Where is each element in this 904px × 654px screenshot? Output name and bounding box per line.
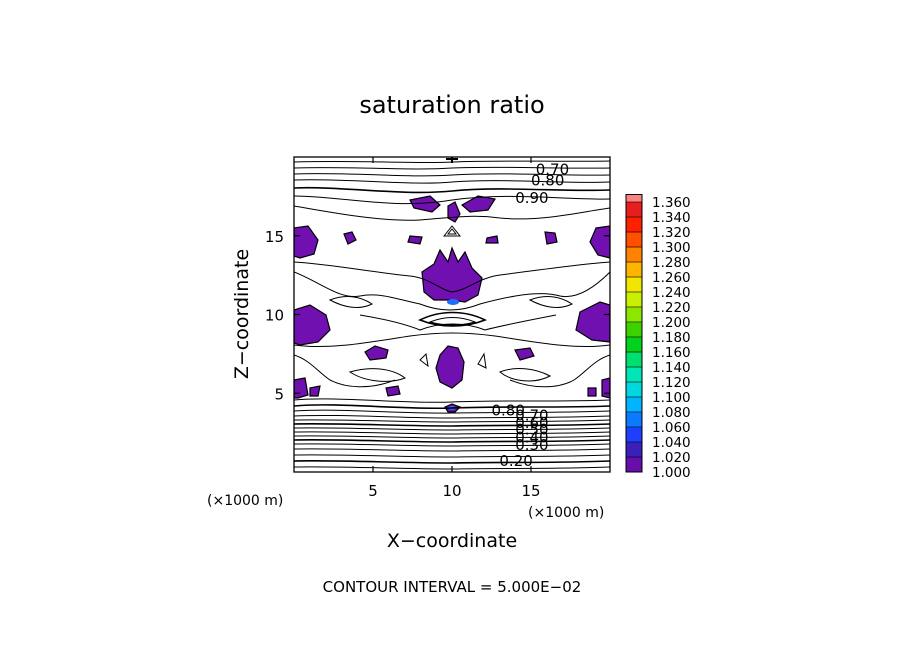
x-tick-label: 10 <box>442 482 461 500</box>
contour-label: 0.70 <box>536 161 569 179</box>
supersaturation-regions <box>294 195 610 413</box>
chart-title: saturation ratio <box>359 91 544 119</box>
colorbar-label: 1.180 <box>652 330 691 346</box>
colorbar-label: 1.240 <box>652 285 691 301</box>
y-tick-label: 10 <box>265 307 284 325</box>
colorbar-label: 1.140 <box>652 360 691 376</box>
contour-label: 0.50 <box>515 420 548 438</box>
contour-interval-note: CONTOUR INTERVAL = 5.000E−02 <box>323 578 582 596</box>
colorbar-swatch <box>626 292 642 308</box>
colorbar-label: 1.260 <box>652 270 691 286</box>
colorbar-swatch <box>626 412 642 428</box>
colorbar-swatch <box>626 427 642 443</box>
y-axis: 5 10 15 <box>265 228 610 403</box>
contour-label: 0.80 <box>531 172 564 190</box>
colorbar-swatch <box>626 247 642 263</box>
colorbar-label: 1.160 <box>652 345 691 361</box>
contour-label: 0.30 <box>515 436 548 454</box>
colorbar-swatch <box>626 397 642 413</box>
colorbar-swatch <box>626 307 642 323</box>
colorbar-swatch <box>626 457 642 473</box>
x-axis-label: X−coordinate <box>387 530 517 552</box>
colorbar-swatch <box>626 262 642 278</box>
x-axis: 5 10 15 <box>368 157 541 500</box>
colorbar-label: 1.360 <box>652 195 691 211</box>
colorbar: 1.0001.0201.0401.0601.0801.1001.1201.140… <box>625 194 691 481</box>
x-axis-unit-left: (×1000 m) <box>207 493 283 509</box>
y-tick-label: 5 <box>274 385 284 403</box>
x-axis-unit-right: (×1000 m) <box>528 505 604 521</box>
colorbar-label: 1.280 <box>652 255 691 271</box>
colorbar-label: 1.020 <box>652 450 691 466</box>
contour-label: 0.90 <box>515 189 548 207</box>
colorbar-label: 1.220 <box>652 300 691 316</box>
plot-area <box>294 157 610 472</box>
colorbar-swatch <box>626 217 642 233</box>
colorbar-swatch-top <box>626 194 642 202</box>
colorbar-swatch <box>626 277 642 293</box>
contour-label: 0.20 <box>499 452 532 470</box>
colorbar-swatch <box>626 382 642 398</box>
contour-labels: 0.700.800.900.800.700.600.500.400.300.20 <box>492 161 570 470</box>
contour-label: 0.70 <box>515 406 548 424</box>
colorbar-label: 1.060 <box>652 420 691 436</box>
colorbar-swatch <box>626 352 642 368</box>
colorbar-label: 1.040 <box>652 435 691 451</box>
colorbar-swatch <box>626 322 642 338</box>
colorbar-swatch <box>626 202 642 218</box>
colorbar-label: 1.000 <box>652 465 691 481</box>
colorbar-swatch <box>626 442 642 458</box>
colorbar-label: 1.080 <box>652 405 691 421</box>
colorbar-label: 1.100 <box>652 390 691 406</box>
colorbar-label: 1.120 <box>652 375 691 391</box>
y-tick-label: 15 <box>265 228 284 246</box>
colorbar-label: 1.340 <box>652 210 691 226</box>
x-tick-label: 15 <box>521 482 540 500</box>
colorbar-swatch <box>626 367 642 383</box>
x-tick-label: 5 <box>368 482 378 500</box>
contour-label: 0.40 <box>515 428 548 446</box>
contour-lines <box>294 160 610 470</box>
colorbar-label: 1.200 <box>652 315 691 331</box>
colorbar-swatch <box>626 232 642 248</box>
colorbar-swatch <box>626 337 642 353</box>
colorbar-label: 1.300 <box>652 240 691 256</box>
contour-label: 0.80 <box>492 402 525 420</box>
y-axis-label: Z−coordinate <box>231 249 253 379</box>
contour-label: 0.60 <box>515 414 548 432</box>
colorbar-label: 1.320 <box>652 225 691 241</box>
